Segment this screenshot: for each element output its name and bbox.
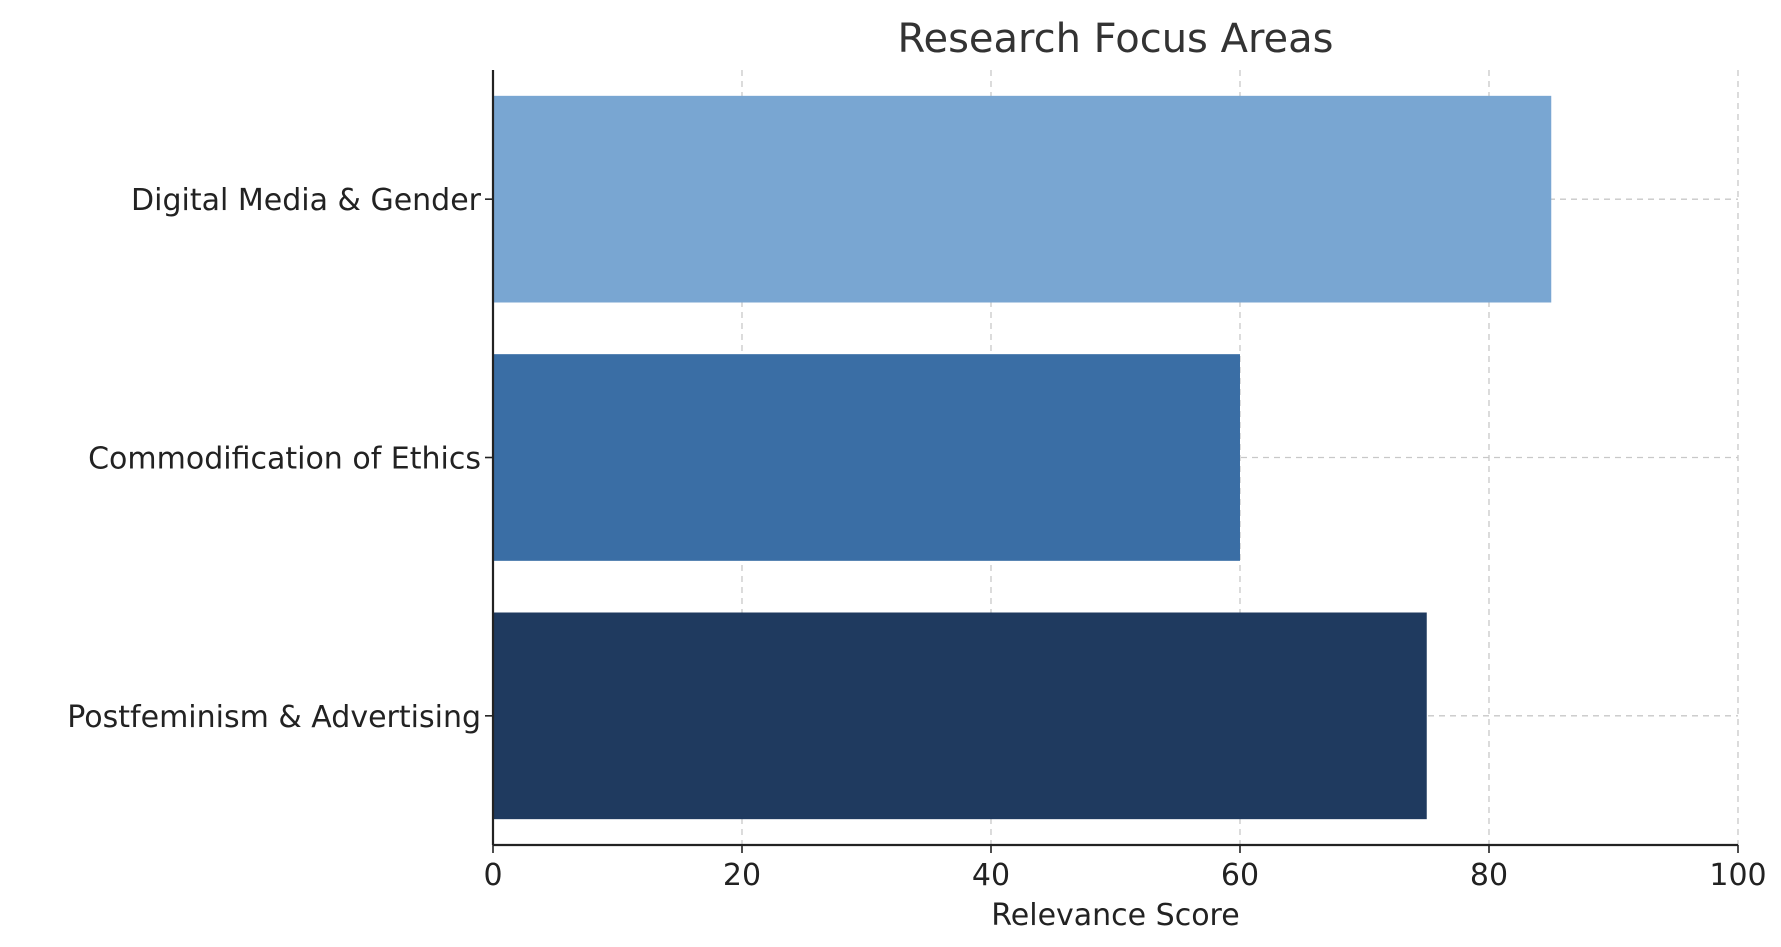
x-tick-label: 20: [723, 858, 761, 893]
x-tick-label: 0: [483, 858, 502, 893]
x-tick-label: 40: [972, 858, 1010, 893]
bars: [493, 95, 1552, 820]
x-axis-label: Relevance Score: [991, 898, 1239, 933]
x-tick-label: 60: [1221, 858, 1259, 893]
bar: [493, 612, 1427, 820]
bar: [493, 354, 1240, 561]
x-tick-label: 80: [1470, 858, 1508, 893]
y-tick-label: Postfeminism & Advertising: [67, 700, 481, 735]
y-tick-label: Commodification of Ethics: [88, 442, 481, 477]
axes: 0 20 40 60 80 100 Digital Media & Gender Commod…: [67, 70, 1767, 893]
bar: [493, 95, 1552, 303]
x-tick-label: 100: [1709, 858, 1766, 893]
chart-title: Research Focus Areas: [897, 16, 1333, 62]
y-tick-label: Digital Media & Gender: [131, 183, 482, 218]
